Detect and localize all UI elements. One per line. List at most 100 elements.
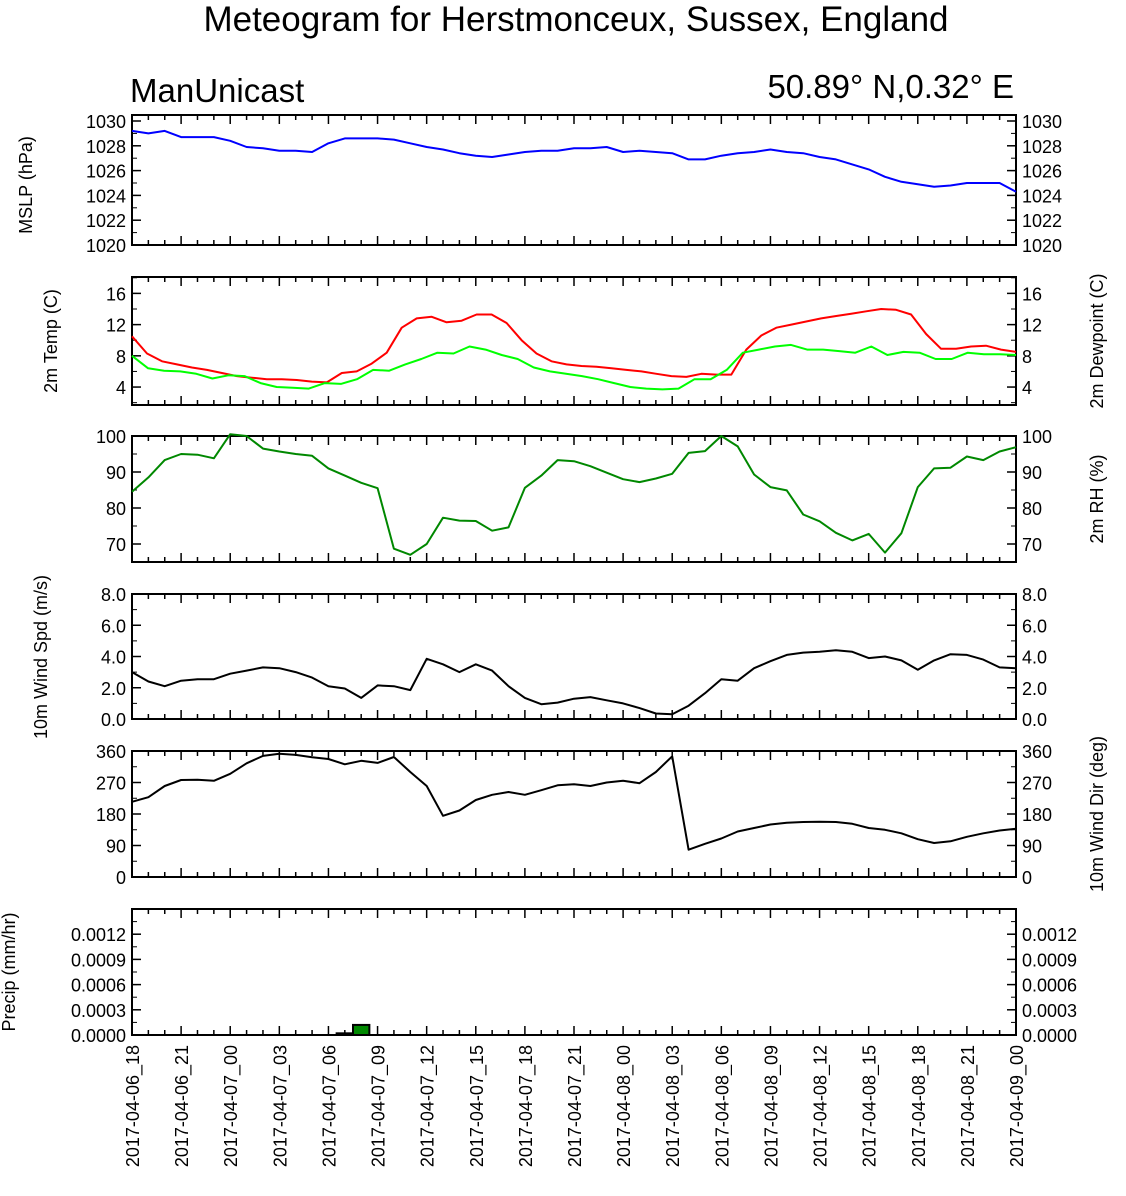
y-tick-label-left: 2.0: [101, 679, 126, 699]
y-tick-label-left: 0.0003: [71, 1001, 126, 1021]
y-tick-label-right: 0.0012: [1022, 925, 1077, 945]
x-tick-label: 2017-04-07_15: [467, 1045, 488, 1167]
x-tick-label: 2017-04-08_15: [860, 1045, 881, 1167]
location-label: 50.89° N,0.32° E: [767, 68, 1014, 105]
y-tick-label-left: 90: [106, 837, 126, 857]
x-tick-label: 2017-04-06_18: [123, 1045, 144, 1167]
y-tick-label-right: 70: [1022, 535, 1042, 555]
y-tick-label-left: 8: [116, 347, 126, 367]
x-tick-label: 2017-04-07_06: [319, 1045, 340, 1167]
y-tick-label-left: 1024: [86, 186, 126, 206]
x-tick-label: 2017-04-08_06: [712, 1045, 733, 1167]
y-tick-label-left: 1026: [86, 162, 126, 182]
y-tick-label-right: 2.0: [1022, 679, 1047, 699]
x-tick-label: 2017-04-08_03: [663, 1045, 684, 1167]
y-tick-label-right: 1026: [1022, 162, 1062, 182]
y-tick-label-right: 270: [1022, 774, 1052, 794]
y-tick-label-right: 0: [1022, 868, 1032, 888]
y-tick-label-left: 70: [106, 535, 126, 555]
series-line-1-0: [131, 308, 1017, 384]
y-tick-label-left: 0.0006: [71, 976, 126, 996]
series-line-4-0: [131, 752, 1017, 851]
y-tick-label-right: 360: [1022, 742, 1052, 762]
panel-frame: [131, 435, 1017, 563]
y-tick-label-left: 360: [96, 742, 126, 762]
x-tick-label: 2017-04-06_21: [172, 1045, 193, 1167]
y-tick-label-right: 0.0003: [1022, 1001, 1077, 1021]
series-line-2-0: [131, 433, 1017, 556]
x-tick-label: 2017-04-08_09: [761, 1045, 782, 1167]
y-tick-label-left: 8.0: [101, 585, 126, 605]
y-tick-label-right: 180: [1022, 805, 1052, 825]
x-tick-label: 2017-04-07_18: [516, 1045, 537, 1167]
y-tick-label-right: 0.0000: [1022, 1026, 1077, 1046]
y-tick-label-right: 80: [1022, 499, 1042, 519]
y-tick-label-right: 1028: [1022, 137, 1062, 157]
y-tick-label-right: 1020: [1022, 236, 1062, 256]
precip-bar: [335, 1032, 355, 1036]
x-tick-label: 2017-04-08_21: [958, 1045, 979, 1167]
panel-frame: [131, 750, 1017, 878]
chart-title: Meteogram for Herstmonceux, Sussex, Engl…: [203, 0, 949, 39]
y-tick-label-left: 0.0: [101, 710, 126, 730]
y-tick-label-left: 100: [96, 427, 126, 447]
y-tick-label-left: 90: [106, 463, 126, 483]
y-tick-label-right: 100: [1022, 427, 1052, 447]
x-tick-label: 2017-04-07_21: [565, 1045, 586, 1167]
y-tick-label-right: 0.0: [1022, 710, 1047, 730]
y-tick-label-right: 12: [1022, 316, 1042, 336]
y-tick-label-left: 4: [116, 378, 126, 398]
y-tick-label-right: 16: [1022, 284, 1042, 304]
model-label: ManUnicast: [130, 72, 305, 109]
y-tick-label-right: 1022: [1022, 211, 1062, 231]
y-tick-label-left: 1028: [86, 137, 126, 157]
series-line-3-0: [131, 649, 1017, 716]
y-tick-label-left: 0.0000: [71, 1026, 126, 1046]
y-axis-label-left: 10m Wind Spd (m/s): [31, 575, 51, 739]
y-tick-label-right: 8: [1022, 347, 1032, 367]
y-tick-label-right: 8.0: [1022, 585, 1047, 605]
panel-frame: [131, 114, 1017, 246]
y-tick-label-right: 90: [1022, 837, 1042, 857]
series-line-1-1: [131, 343, 1017, 391]
y-tick-label-left: 1020: [86, 236, 126, 256]
y-tick-label-left: 1022: [86, 211, 126, 231]
x-tick-label: 2017-04-07_00: [221, 1045, 242, 1167]
y-tick-label-left: 1030: [86, 112, 126, 132]
y-tick-label-left: 16: [106, 284, 126, 304]
panel-frame: [131, 276, 1017, 406]
y-axis-label-left: Precip (mm/hr): [0, 912, 19, 1031]
y-tick-label-left: 12: [106, 316, 126, 336]
y-tick-label-right: 0.0006: [1022, 976, 1077, 996]
y-tick-label-left: 6.0: [101, 616, 126, 636]
y-axis-label-right: 10m Wind Dir (deg): [1087, 736, 1107, 892]
y-tick-label-right: 0.0009: [1022, 950, 1077, 970]
y-axis-label-left: MSLP (hPa): [16, 136, 36, 234]
y-tick-label-left: 80: [106, 499, 126, 519]
x-tick-label: 2017-04-08_00: [614, 1045, 635, 1167]
y-axis-label-right: 2m RH (%): [1087, 455, 1107, 544]
y-tick-label-right: 4.0: [1022, 648, 1047, 668]
series-line-0-0: [131, 129, 1017, 193]
panel-frame: [131, 908, 1017, 1036]
x-tick-label: 2017-04-07_03: [270, 1045, 291, 1167]
y-axis-label-left: 2m Temp (C): [41, 289, 61, 393]
x-tick-label: 2017-04-07_12: [418, 1045, 439, 1167]
y-tick-label-left: 0: [116, 868, 126, 888]
y-tick-label-left: 4.0: [101, 648, 126, 668]
y-axis-label-right: 2m Dewpoint (C): [1087, 273, 1107, 408]
y-tick-label-right: 1024: [1022, 186, 1062, 206]
y-tick-label-right: 6.0: [1022, 616, 1047, 636]
y-tick-label-left: 0.0012: [71, 925, 126, 945]
y-tick-label-right: 4: [1022, 378, 1032, 398]
y-tick-label-left: 0.0009: [71, 950, 126, 970]
y-tick-label-right: 1030: [1022, 112, 1062, 132]
y-tick-label-right: 90: [1022, 463, 1042, 483]
y-tick-label-left: 270: [96, 774, 126, 794]
x-tick-label: 2017-04-09_00: [1007, 1045, 1028, 1167]
x-tick-label: 2017-04-08_18: [909, 1045, 930, 1167]
x-tick-label: 2017-04-08_12: [811, 1045, 832, 1167]
y-tick-label-left: 180: [96, 805, 126, 825]
precip-bar: [352, 1023, 371, 1037]
